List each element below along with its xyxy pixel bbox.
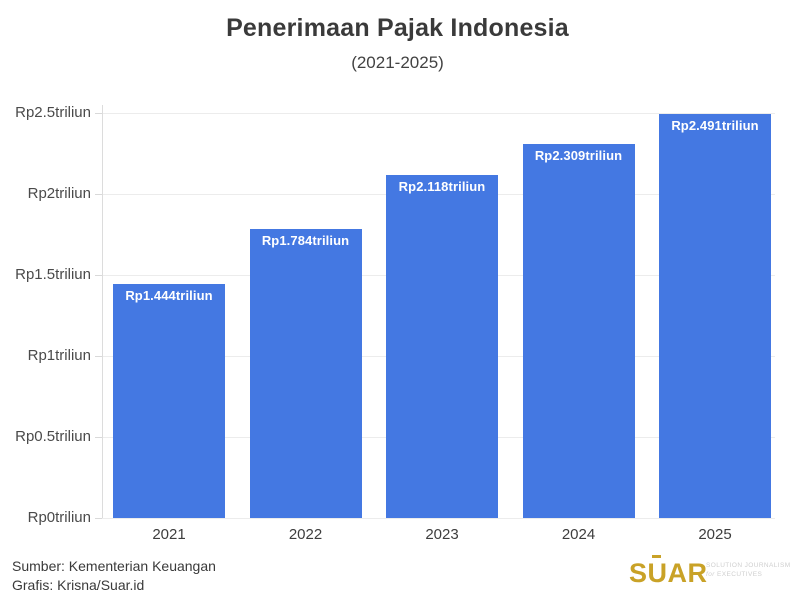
x-axis-label: 2025 [698, 526, 732, 543]
bar-value-label: Rp1.784triliun [261, 232, 350, 248]
bar: Rp2.118triliun [386, 174, 498, 518]
y-axis-line [102, 105, 103, 518]
credit-text: Grafis: Krisna/Suar.id [12, 577, 145, 593]
bar-value-label: Rp2.491triliun [671, 118, 759, 134]
y-axis-label: Rp2.5triliun [15, 104, 91, 121]
y-axis-label: Rp1.5triliun [15, 266, 91, 283]
gridline [102, 113, 775, 114]
x-axis-label: 2023 [425, 526, 459, 543]
y-axis-tick [95, 275, 102, 276]
bar-value-label: Rp2.118triliun [398, 178, 486, 194]
y-axis-label: Rp0.5triliun [15, 428, 91, 445]
page-title: Penerimaan Pajak Indonesia [226, 14, 569, 42]
y-axis-label: Rp0triliun [27, 509, 91, 526]
bar: Rp2.309triliun [522, 143, 635, 518]
y-axis-tick [95, 194, 102, 195]
tagline-line2: Executives [717, 571, 763, 578]
source-text: Sumber: Kementerian Keuangan [12, 558, 216, 574]
gridline [102, 518, 775, 519]
bar-value-label: Rp1.444triliun [125, 288, 213, 304]
suar-logo-text: SUAR [629, 558, 708, 588]
y-axis-label: Rp1triliun [27, 347, 91, 364]
bar: Rp1.784triliun [249, 228, 362, 518]
y-axis-tick [95, 113, 102, 114]
x-axis-label: 2021 [152, 526, 186, 543]
bar: Rp2.491triliun [659, 114, 771, 518]
bar: Rp1.444triliun [113, 284, 225, 518]
suar-logo-umark [652, 555, 661, 558]
y-axis-tick [95, 437, 102, 438]
tagline-line1: Solution Journalism [706, 562, 791, 569]
suar-logo: SUAR Solution Journalism for Executives [629, 552, 791, 594]
page-subtitle: (2021-2025) [351, 53, 444, 72]
x-axis-label: 2022 [288, 526, 323, 543]
y-axis-tick [95, 518, 102, 519]
suar-logo-tagline: Solution Journalism for Executives [706, 561, 791, 579]
x-axis-label: 2024 [561, 526, 596, 543]
y-axis-label: Rp2triliun [27, 185, 91, 202]
bar-value-label: Rp2.309triliun [534, 147, 623, 163]
y-axis-tick [95, 356, 102, 357]
tagline-for: for [706, 571, 715, 578]
